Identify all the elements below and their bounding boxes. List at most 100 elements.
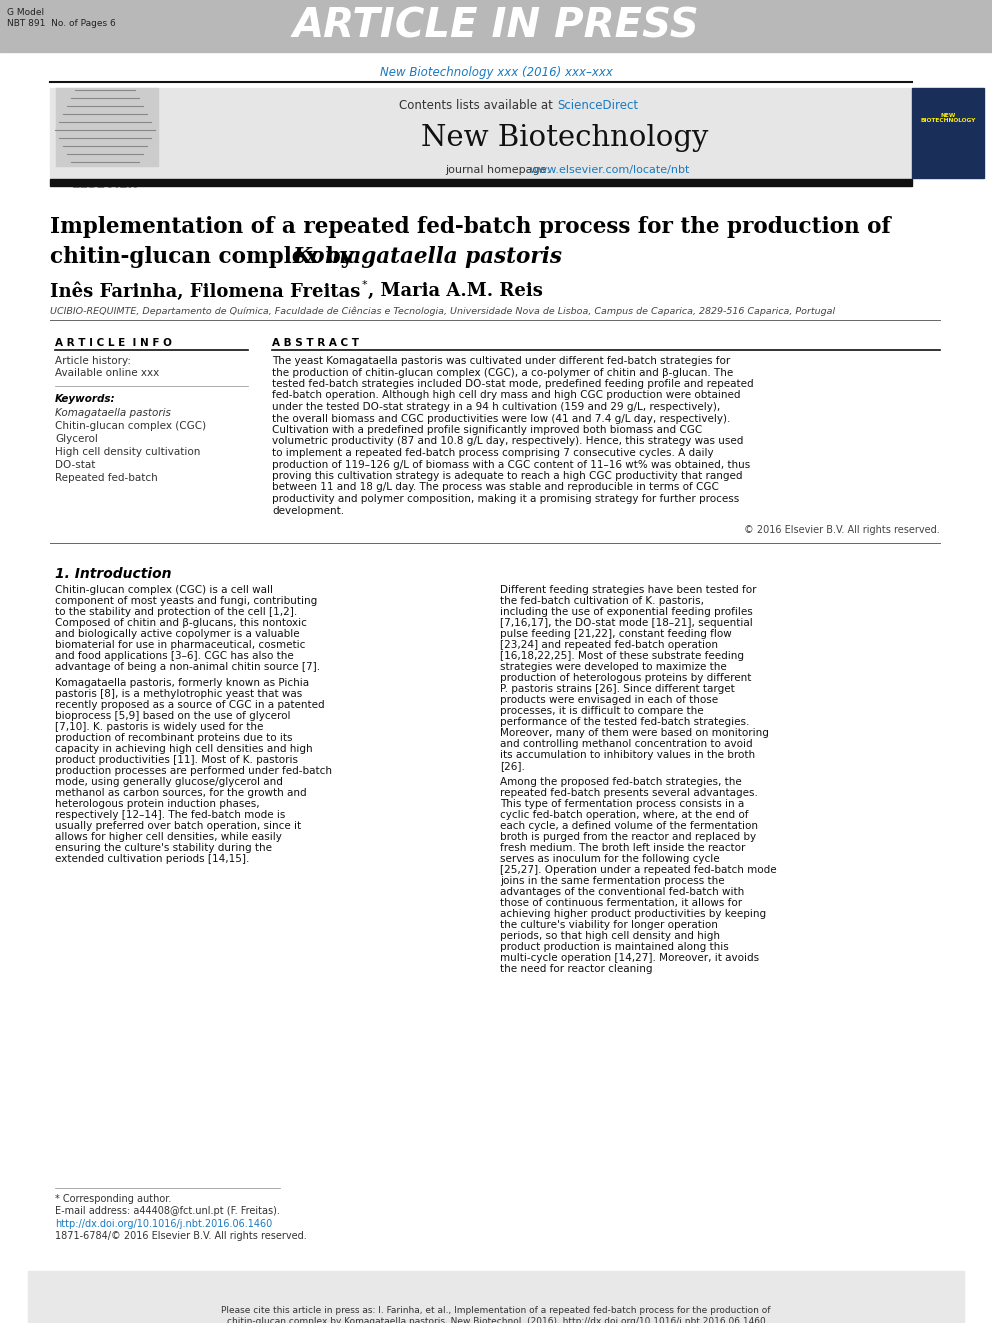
Text: processes, it is difficult to compare the: processes, it is difficult to compare th… (500, 706, 703, 716)
Text: to implement a repeated fed-batch process comprising 7 consecutive cycles. A dai: to implement a repeated fed-batch proces… (272, 448, 713, 458)
Text: * Corresponding author.: * Corresponding author. (55, 1193, 172, 1204)
Text: [7,16,17], the DO-stat mode [18–21], sequential: [7,16,17], the DO-stat mode [18–21], seq… (500, 618, 753, 628)
Text: This type of fermentation process consists in a: This type of fermentation process consis… (500, 799, 744, 808)
Text: the fed-batch cultivation of K. pastoris,: the fed-batch cultivation of K. pastoris… (500, 595, 704, 606)
Text: performance of the tested fed-batch strategies.: performance of the tested fed-batch stra… (500, 717, 749, 728)
Text: production processes are performed under fed-batch: production processes are performed under… (55, 766, 332, 777)
Text: fresh medium. The broth left inside the reactor: fresh medium. The broth left inside the … (500, 843, 745, 853)
Text: Different feeding strategies have been tested for: Different feeding strategies have been t… (500, 585, 757, 595)
Text: UCIBIO-REQUIMTE, Departamento de Química, Faculdade de Ciências e Tecnologia, Un: UCIBIO-REQUIMTE, Departamento de Química… (50, 306, 835, 315)
Text: DO-stat: DO-stat (55, 460, 95, 470)
Bar (50, 89, 218, 179)
Text: usually preferred over batch operation, since it: usually preferred over batch operation, … (55, 822, 302, 831)
Text: Chitin-glucan complex (CGC): Chitin-glucan complex (CGC) (55, 421, 206, 431)
Text: pastoris [8], is a methylotrophic yeast that was: pastoris [8], is a methylotrophic yeast … (55, 689, 303, 699)
Text: production of 119–126 g/L of biomass with a CGC content of 11–16 wt% was obtaine: production of 119–126 g/L of biomass wit… (272, 459, 750, 470)
Text: NBT 891  No. of Pages 6: NBT 891 No. of Pages 6 (7, 19, 116, 28)
Text: product productivities [11]. Most of K. pastoris: product productivities [11]. Most of K. … (55, 755, 298, 765)
Text: strategies were developed to maximize the: strategies were developed to maximize th… (500, 662, 727, 672)
Text: between 11 and 18 g/L day. The process was stable and reproducible in terms of C: between 11 and 18 g/L day. The process w… (272, 483, 719, 492)
Text: New Biotechnology: New Biotechnology (422, 124, 708, 152)
Text: [25,27]. Operation under a repeated fed-batch mode: [25,27]. Operation under a repeated fed-… (500, 865, 777, 875)
Text: mode, using generally glucose/glycerol and: mode, using generally glucose/glycerol a… (55, 777, 283, 787)
Text: [7,10]. K. pastoris is widely used for the: [7,10]. K. pastoris is widely used for t… (55, 722, 263, 732)
Text: methanol as carbon sources, for the growth and: methanol as carbon sources, for the grow… (55, 789, 307, 798)
Text: and biologically active copolymer is a valuable: and biologically active copolymer is a v… (55, 628, 300, 639)
Text: journal homepage:: journal homepage: (445, 165, 554, 175)
Text: Available online xxx: Available online xxx (55, 368, 160, 378)
Text: periods, so that high cell density and high: periods, so that high cell density and h… (500, 931, 720, 941)
Text: E-mail address: a44408@fct.unl.pt (F. Freitas).: E-mail address: a44408@fct.unl.pt (F. Fr… (55, 1207, 280, 1216)
Text: allows for higher cell densities, while easily: allows for higher cell densities, while … (55, 832, 282, 841)
Text: broth is purged from the reactor and replaced by: broth is purged from the reactor and rep… (500, 832, 756, 841)
Text: Moreover, many of them were based on monitoring: Moreover, many of them were based on mon… (500, 728, 769, 738)
Text: each cycle, a defined volume of the fermentation: each cycle, a defined volume of the ferm… (500, 822, 758, 831)
Text: production of recombinant proteins due to its: production of recombinant proteins due t… (55, 733, 293, 744)
Text: the need for reactor cleaning: the need for reactor cleaning (500, 964, 653, 974)
Text: ARTICLE IN PRESS: ARTICLE IN PRESS (293, 7, 699, 46)
Text: development.: development. (272, 505, 344, 516)
Bar (0, 0, 992, 52)
Text: pulse feeding [21,22], constant feeding flow: pulse feeding [21,22], constant feeding … (500, 628, 732, 639)
Text: bioprocess [5,9] based on the use of glycerol: bioprocess [5,9] based on the use of gly… (55, 710, 291, 721)
Text: heterologous protein induction phases,: heterologous protein induction phases, (55, 799, 260, 808)
Text: A R T I C L E  I N F O: A R T I C L E I N F O (55, 337, 172, 348)
Text: Glycerol: Glycerol (55, 434, 98, 445)
Text: capacity in achieving high cell densities and high: capacity in achieving high cell densitie… (55, 744, 312, 754)
Text: [16,18,22,25]. Most of these substrate feeding: [16,18,22,25]. Most of these substrate f… (500, 651, 744, 662)
Text: Komagataella pastoris, formerly known as Pichia: Komagataella pastoris, formerly known as… (55, 677, 310, 688)
Text: Keywords:: Keywords: (55, 394, 116, 404)
Bar (218, 89, 912, 179)
Text: component of most yeasts and fungi, contributing: component of most yeasts and fungi, cont… (55, 595, 317, 606)
Text: , Maria A.M. Reis: , Maria A.M. Reis (368, 282, 543, 300)
Text: advantages of the conventional fed-batch with: advantages of the conventional fed-batch… (500, 886, 744, 897)
Text: 1871-6784/© 2016 Elsevier B.V. All rights reserved.: 1871-6784/© 2016 Elsevier B.V. All right… (55, 1230, 307, 1241)
Bar (912, 89, 984, 179)
Text: New Biotechnology xxx (2016) xxx–xxx: New Biotechnology xxx (2016) xxx–xxx (380, 66, 612, 79)
Text: *: * (362, 280, 368, 290)
Text: repeated fed-batch presents several advantages.: repeated fed-batch presents several adva… (500, 789, 758, 798)
Text: the overall biomass and CGC productivities were low (41 and 7.4 g/L day, respect: the overall biomass and CGC productiviti… (272, 414, 730, 423)
Text: serves as inoculum for the following cycle: serves as inoculum for the following cyc… (500, 855, 719, 864)
Text: Inês Farinha, Filomena Freitas: Inês Farinha, Filomena Freitas (50, 282, 360, 300)
Text: the production of chitin-glucan complex (CGC), a co-polymer of chitin and β-gluc: the production of chitin-glucan complex … (272, 368, 733, 377)
Text: P. pastoris strains [26]. Since different target: P. pastoris strains [26]. Since differen… (500, 684, 735, 695)
Text: fed-batch operation. Although high cell dry mass and high CGC production were ob: fed-batch operation. Although high cell … (272, 390, 740, 401)
Text: ELSEVIER: ELSEVIER (72, 179, 138, 191)
Text: advantage of being a non-animal chitin source [7].: advantage of being a non-animal chitin s… (55, 662, 320, 672)
Text: respectively [12–14]. The fed-batch mode is: respectively [12–14]. The fed-batch mode… (55, 810, 286, 820)
Text: those of continuous fermentation, it allows for: those of continuous fermentation, it all… (500, 898, 742, 908)
Text: and controlling methanol concentration to avoid: and controlling methanol concentration t… (500, 740, 753, 749)
Text: joins in the same fermentation process the: joins in the same fermentation process t… (500, 876, 724, 886)
Text: Among the proposed fed-batch strategies, the: Among the proposed fed-batch strategies,… (500, 777, 742, 787)
Text: © 2016 Elsevier B.V. All rights reserved.: © 2016 Elsevier B.V. All rights reserved… (744, 525, 940, 534)
Text: 1. Introduction: 1. Introduction (55, 568, 172, 581)
Text: cyclic fed-batch operation, where, at the end of: cyclic fed-batch operation, where, at th… (500, 810, 749, 820)
Text: High cell density cultivation: High cell density cultivation (55, 447, 200, 456)
Text: production of heterologous proteins by different: production of heterologous proteins by d… (500, 673, 751, 683)
Text: extended cultivation periods [14,15].: extended cultivation periods [14,15]. (55, 855, 249, 864)
Text: Implementation of a repeated fed-batch process for the production of: Implementation of a repeated fed-batch p… (50, 216, 891, 238)
Text: recently proposed as a source of CGC in a patented: recently proposed as a source of CGC in … (55, 700, 324, 710)
Text: Composed of chitin and β-glucans, this nontoxic: Composed of chitin and β-glucans, this n… (55, 618, 307, 628)
Text: productivity and polymer composition, making it a promising strategy for further: productivity and polymer composition, ma… (272, 493, 739, 504)
Text: Chitin-glucan complex (CGC) is a cell wall: Chitin-glucan complex (CGC) is a cell wa… (55, 585, 273, 595)
Text: Repeated fed-batch: Repeated fed-batch (55, 474, 158, 483)
Text: proving this cultivation strategy is adequate to reach a high CGC productivity t: proving this cultivation strategy is ade… (272, 471, 742, 482)
Text: the culture's viability for longer operation: the culture's viability for longer opera… (500, 919, 718, 930)
Text: The yeast Komagataella pastoris was cultivated under different fed-batch strateg: The yeast Komagataella pastoris was cult… (272, 356, 730, 366)
Bar (56, 89, 158, 165)
Text: Contents lists available at: Contents lists available at (400, 99, 557, 112)
Text: chitin-glucan complex by Komagataella pastoris, New Biotechnol. (2016), http://d: chitin-glucan complex by Komagataella pa… (226, 1316, 766, 1323)
Text: A B S T R A C T: A B S T R A C T (272, 337, 359, 348)
Text: product production is maintained along this: product production is maintained along t… (500, 942, 729, 953)
Text: achieving higher product productivities by keeping: achieving higher product productivities … (500, 909, 766, 919)
Text: including the use of exponential feeding profiles: including the use of exponential feeding… (500, 607, 753, 617)
Text: Komagataella pastoris: Komagataella pastoris (292, 246, 562, 269)
Text: multi-cycle operation [14,27]. Moreover, it avoids: multi-cycle operation [14,27]. Moreover,… (500, 953, 759, 963)
Text: its accumulation to inhibitory values in the broth: its accumulation to inhibitory values in… (500, 750, 755, 759)
Text: http://dx.doi.org/10.1016/j.nbt.2016.06.1460: http://dx.doi.org/10.1016/j.nbt.2016.06.… (55, 1218, 272, 1229)
Text: [26].: [26]. (500, 761, 525, 771)
Bar (50, 179, 912, 187)
Bar (28, 1271, 964, 1323)
